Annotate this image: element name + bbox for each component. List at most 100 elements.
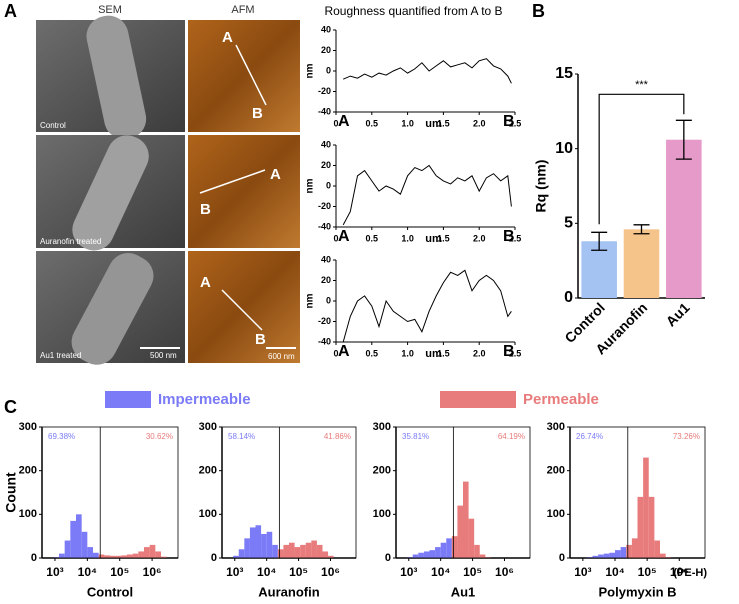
y-tick-label: 200 [373,465,391,477]
plot-frame [569,426,706,559]
y-tick-label: 0 [326,295,331,305]
profile-end: B [503,343,515,360]
x-axis-label: Au1 [451,584,476,599]
histogram-bar [87,547,94,558]
y-tick-label: 10 [555,140,573,157]
x-tick-label: 10⁶ [321,565,340,579]
y-axis-label: Rq (nm) [533,160,549,213]
profile-end: B [503,113,515,130]
histogram-bar [283,544,290,558]
y-axis-label: nm [305,63,316,78]
gate-label: 30.62% [146,432,173,441]
scale-label: 600 nm [268,352,295,361]
histogram-bar [440,542,447,558]
profile-start: A [338,228,350,245]
bar [666,139,702,298]
y-axis-label: Count [3,472,19,513]
x-tick-label: 10⁶ [495,565,514,579]
y-tick-label: 300 [19,421,37,433]
y-tick-label: 5 [564,215,573,232]
x-tick-label: 1.0 [401,348,414,358]
histogram-bar [328,555,334,558]
panel-label: B [532,1,545,21]
chart-title: Roughness quantified from A to B [324,4,502,18]
gate-label: 41.86% [324,432,351,441]
histogram-bar [132,553,139,558]
x-tick-label: 10⁴ [257,565,276,579]
x-tick-label: 10³ [226,565,243,579]
y-tick-label: -20 [318,201,331,211]
histogram-bar [311,540,317,558]
histogram-bar [98,554,105,558]
histogram-bar [479,554,486,558]
gate-label: 35.81% [402,432,429,441]
x-axis-label: Auranofin [258,584,319,599]
column-header: SEM [98,4,122,16]
x-tick-label: 0.5 [366,233,379,243]
histogram-bar [468,518,475,558]
histogram-bar [255,525,262,558]
histogram-bar [446,538,452,558]
afm-point: A [222,29,233,46]
afm-point: B [255,331,266,348]
legend-swatch [105,391,151,408]
histogram-bar [104,555,111,558]
x-tick-label: 1.5 [437,118,450,128]
histogram-bar [59,553,65,558]
histogram-bar [110,555,116,558]
plot-frame [41,426,179,559]
gate-label: 64.19% [498,432,525,441]
plot-frame [395,426,531,559]
sem-image: Auranofin treated [36,135,185,251]
x-tick-label: 0.5 [366,348,379,358]
y-tick-label: 20 [321,45,331,55]
y-tick-label: 200 [19,465,37,477]
histogram-bar [238,549,245,558]
histogram-bar [485,557,491,558]
x-tick-label: 0 [333,348,338,358]
histogram-bar [70,520,77,558]
histogram-bar [451,536,458,558]
x-unit-label: (PE-H) [673,567,707,579]
x-axis-label: Polymyxin B [598,584,676,599]
panel-label: C [4,397,17,417]
y-tick-label: 40 [321,24,331,34]
histogram-bar [463,481,469,558]
afm-point: A [200,274,211,291]
histogram-bar [615,550,621,558]
x-tick-label: 2.0 [473,233,486,243]
x-tick-label: 1.0 [401,118,414,128]
y-tick-label: 300 [199,421,217,433]
histogram-bar [305,542,312,558]
y-tick-label: 200 [199,465,217,477]
x-tick-label: 10³ [400,565,417,579]
histogram-bar [161,556,167,558]
y-tick-label: -40 [318,106,331,116]
histogram-bar [149,544,156,558]
afm-image: B A [188,135,300,248]
x-tick-label: 2.0 [473,118,486,128]
histogram-bar [423,551,430,558]
histogram-bar [81,531,88,558]
histogram-bar [620,547,627,558]
significance-label: *** [635,79,649,91]
y-tick-label: 100 [199,508,217,520]
histogram-bar [121,555,128,558]
y-tick-label: -20 [318,316,331,326]
histogram-bar [294,547,301,558]
y-tick-label: 0 [564,289,573,306]
column-header: AFM [231,4,254,16]
error-bar [675,119,692,160]
x-tick-label: 10³ [46,565,63,579]
histogram-bar [631,538,638,558]
histogram-bar [660,553,666,558]
x-tick-label: 0.5 [366,118,379,128]
legend-label: Impermeable [158,391,251,408]
afm-image: A B 600 nm [188,251,300,363]
afm-point: A [270,166,281,183]
histogram-bar [654,540,661,558]
error-bar [591,231,608,251]
histogram-bar [609,552,616,558]
y-tick-label: 300 [373,421,391,433]
